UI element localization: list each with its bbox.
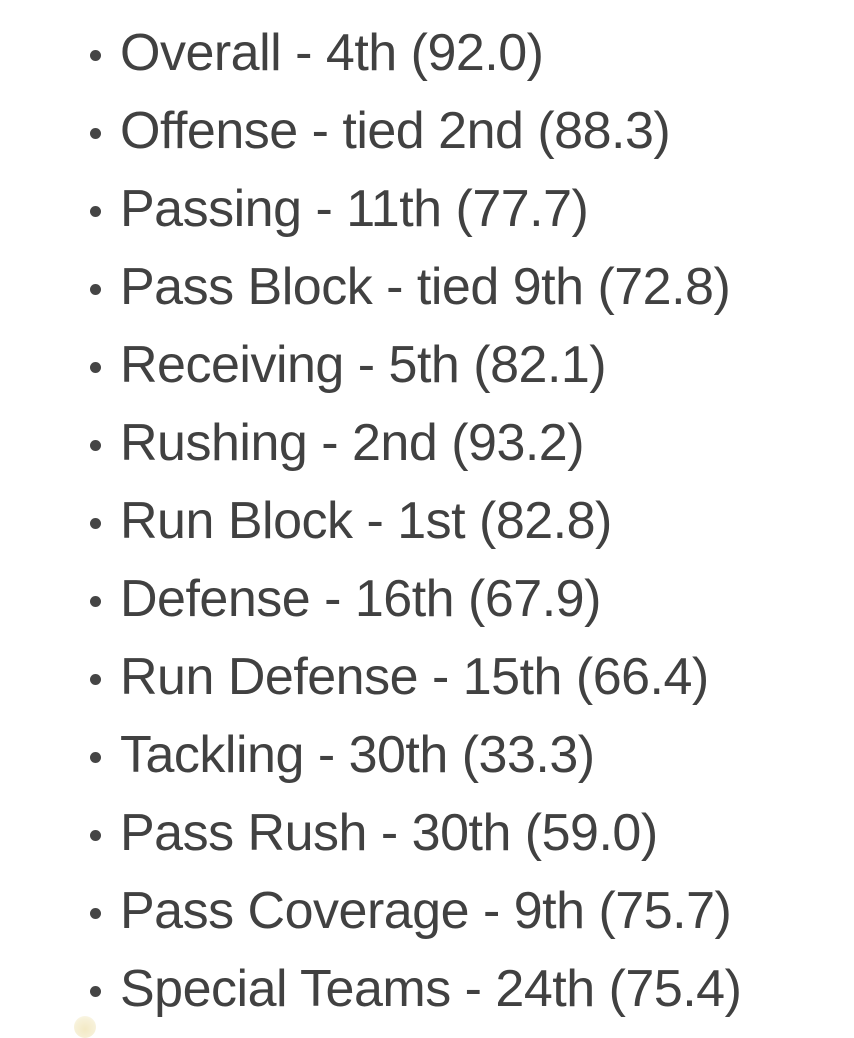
bullet-icon: [90, 985, 101, 997]
list-item: Special Teams - 24th (75.4): [0, 950, 854, 1028]
bullet-icon: [90, 907, 101, 919]
list-item-text: Offense - tied 2nd (88.3): [120, 102, 671, 160]
bullet-icon: [90, 673, 101, 685]
bullet-icon: [90, 49, 101, 61]
list-item-text: Pass Coverage - 9th (75.7): [120, 882, 732, 940]
list-item: Pass Block - tied 9th (72.8): [0, 248, 854, 326]
grades-list: Overall - 4th (92.0) Offense - tied 2nd …: [0, 14, 854, 1028]
list-item: Offense - tied 2nd (88.3): [0, 92, 854, 170]
list-item: Run Defense - 15th (66.4): [0, 638, 854, 716]
list-item-text: Receiving - 5th (82.1): [120, 336, 607, 394]
list-item-text: Passing - 11th (77.7): [120, 180, 589, 238]
list-item-text: Tackling - 30th (33.3): [120, 726, 595, 784]
list-item: Passing - 11th (77.7): [0, 170, 854, 248]
list-item: Pass Coverage - 9th (75.7): [0, 872, 854, 950]
list-item: Receiving - 5th (82.1): [0, 326, 854, 404]
list-item-text: Rushing - 2nd (93.2): [120, 414, 585, 472]
bullet-icon: [90, 205, 101, 217]
list-item: Rushing - 2nd (93.2): [0, 404, 854, 482]
list-item-text: Pass Rush - 30th (59.0): [120, 804, 658, 862]
bullet-icon: [90, 127, 101, 139]
list-item: Pass Rush - 30th (59.0): [0, 794, 854, 872]
list-item-text: Pass Block - tied 9th (72.8): [120, 258, 731, 316]
bullet-icon: [90, 829, 101, 841]
list-item-text: Run Block - 1st (82.8): [120, 492, 612, 550]
bullet-icon: [90, 595, 101, 607]
bullet-icon: [90, 283, 101, 295]
list-item: Overall - 4th (92.0): [0, 14, 854, 92]
bullet-icon: [90, 361, 101, 373]
list-item: Run Block - 1st (82.8): [0, 482, 854, 560]
bullet-icon: [90, 439, 101, 451]
bullet-icon: [90, 751, 101, 763]
list-item: Tackling - 30th (33.3): [0, 716, 854, 794]
list-item-text: Overall - 4th (92.0): [120, 24, 544, 82]
list-item-text: Run Defense - 15th (66.4): [120, 648, 709, 706]
bullet-icon: [90, 517, 101, 529]
list-item-text: Defense - 16th (67.9): [120, 570, 601, 628]
list-item-text: Special Teams - 24th (75.4): [120, 960, 742, 1018]
cropped-emoji-icon: [74, 1016, 96, 1038]
list-item: Defense - 16th (67.9): [0, 560, 854, 638]
